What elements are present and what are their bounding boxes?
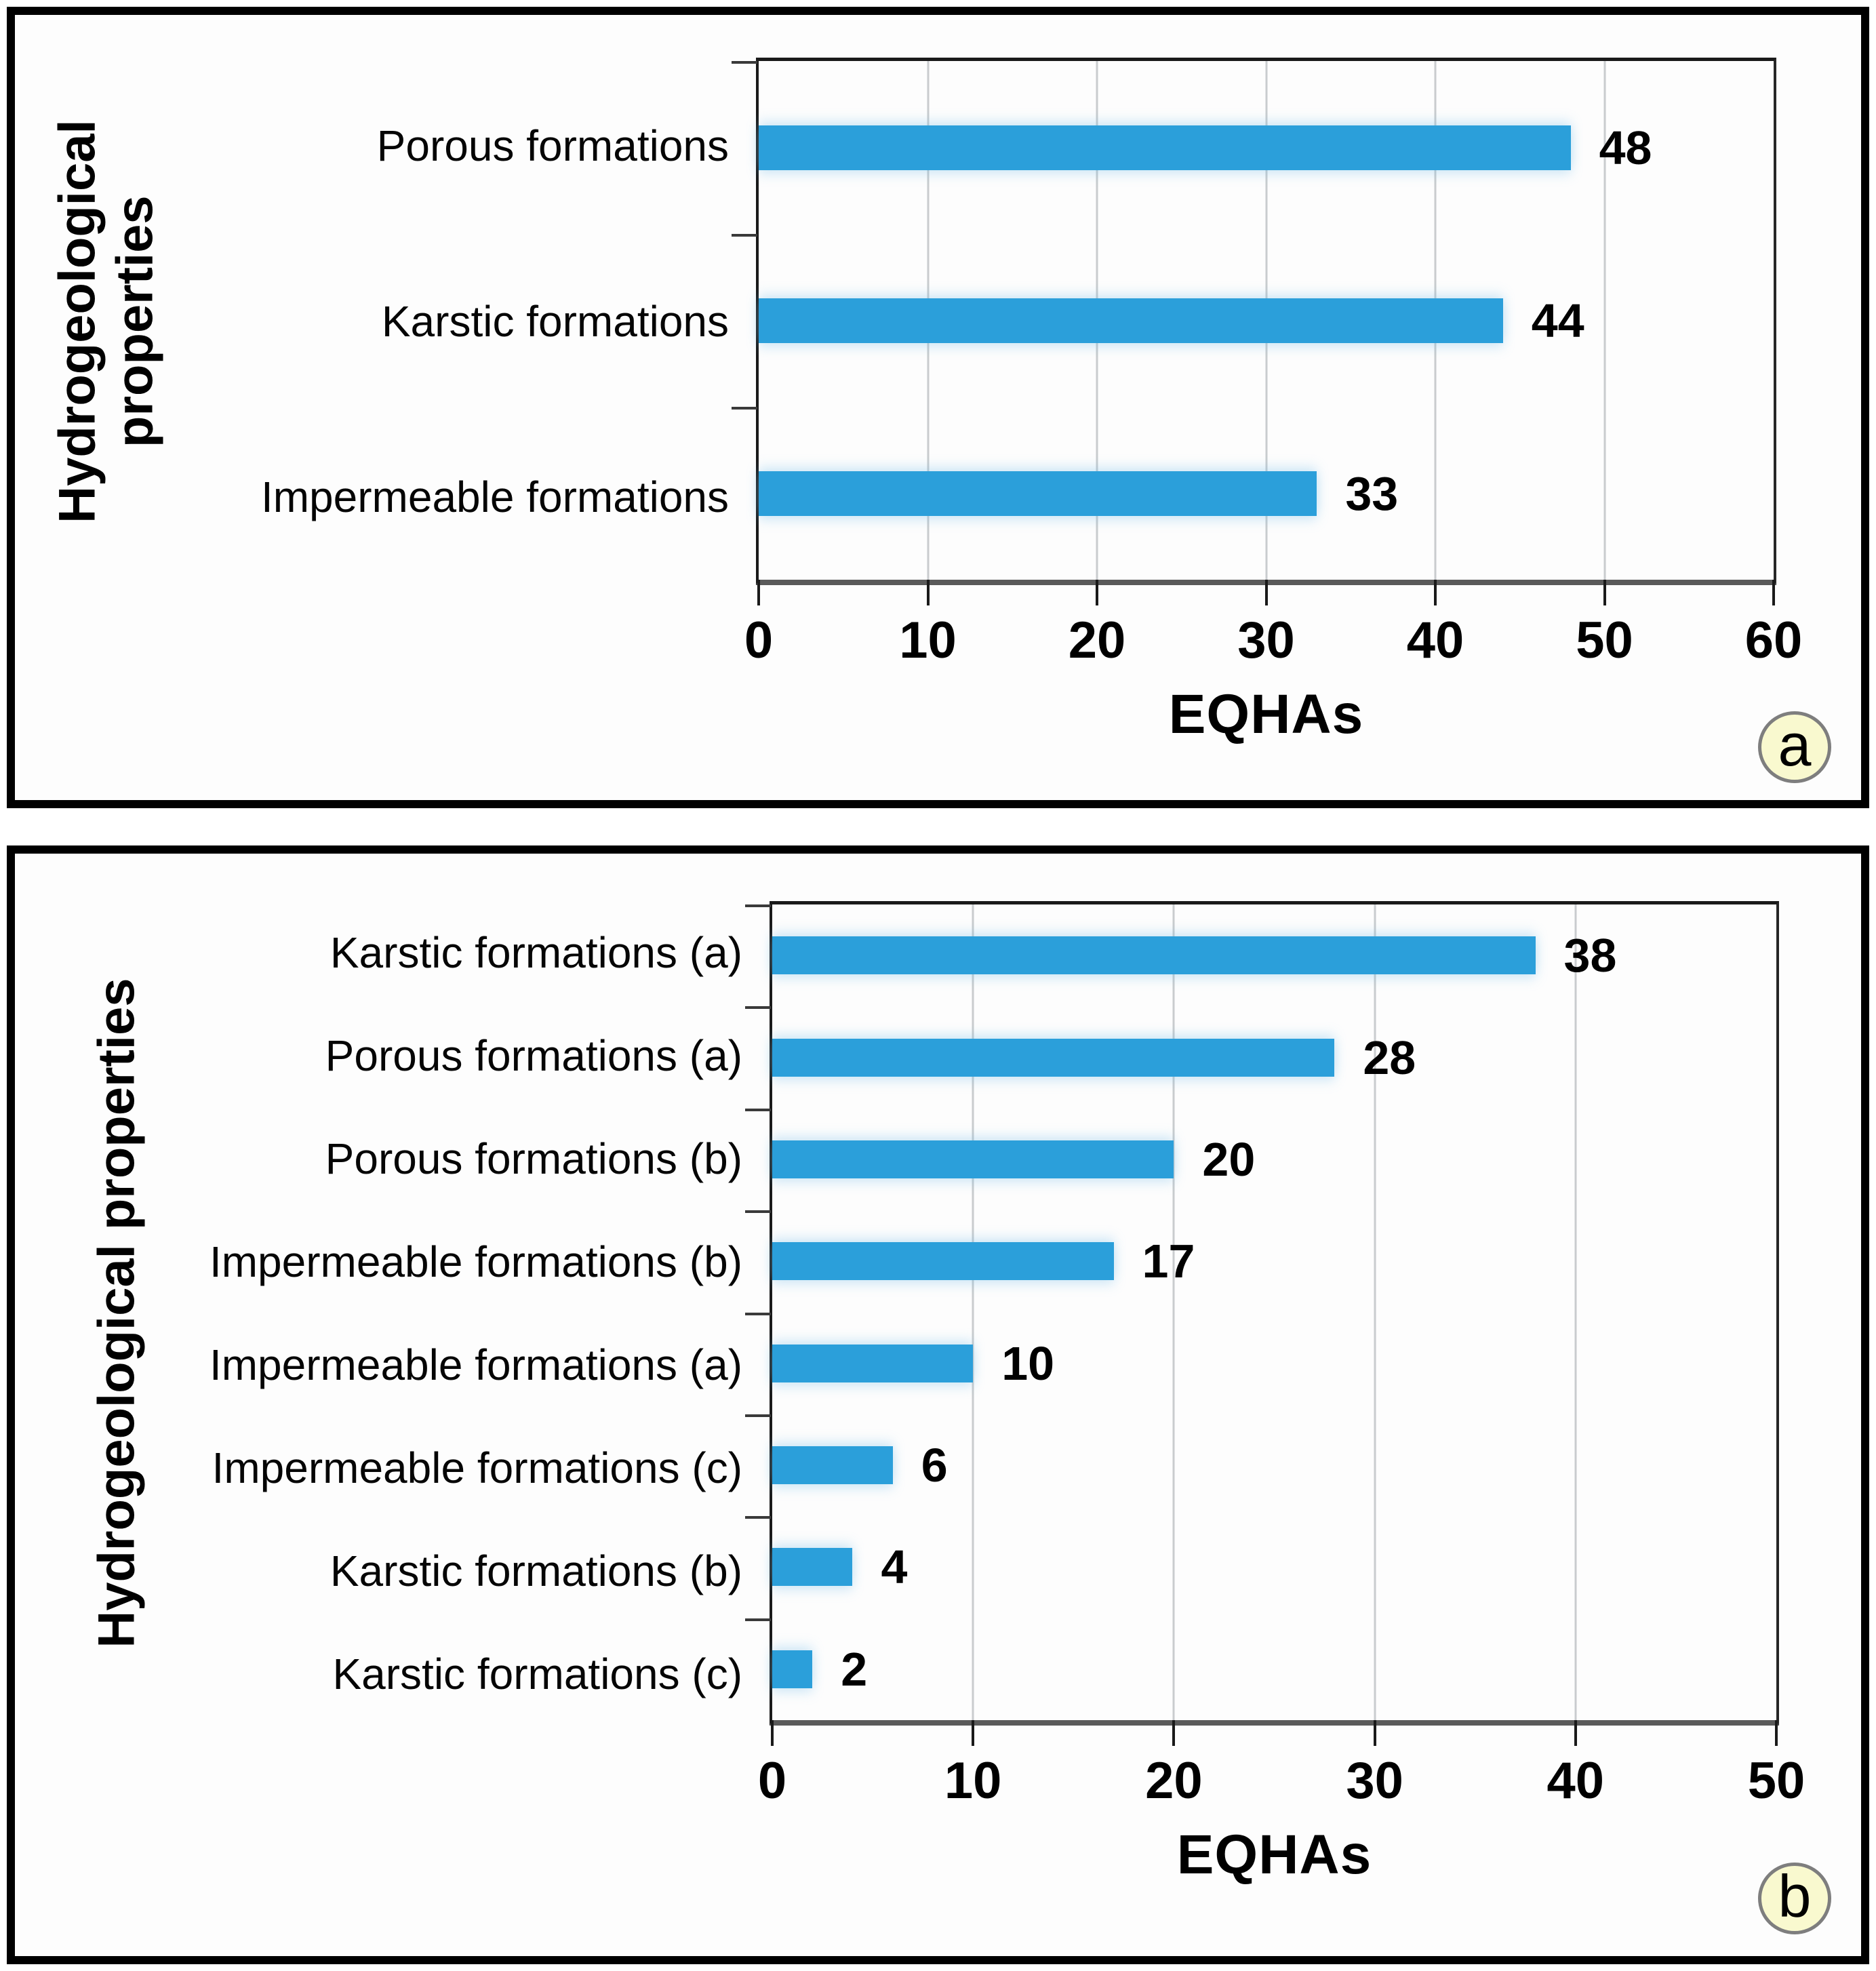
x-tick-mark xyxy=(972,1720,975,1746)
panel-letter-badge-b: b xyxy=(1758,1863,1831,1934)
y-boundary-tick xyxy=(745,1210,771,1214)
x-tick-mark xyxy=(926,580,930,605)
bar-value-label: 38 xyxy=(1563,929,1617,982)
x-tick-mark xyxy=(1096,580,1098,605)
bar xyxy=(772,1548,853,1587)
y-boundary-tick xyxy=(745,1312,771,1315)
category-label: Impermeable formations (c) xyxy=(212,1443,742,1492)
x-tick-label: 20 xyxy=(1068,612,1126,669)
category-label: Porous formations (b) xyxy=(325,1134,742,1183)
bar-value-label: 10 xyxy=(1001,1336,1055,1390)
bar-value-label: 48 xyxy=(1599,121,1652,174)
category-axis-a: Porous formations Karstic formations Imper… xyxy=(117,58,729,585)
category-label: Impermeable formations (a) xyxy=(209,1340,742,1389)
x-tick-mark xyxy=(1574,1720,1577,1746)
x-tick-label: 0 xyxy=(757,1752,787,1810)
bar xyxy=(772,1140,1174,1178)
x-tick-label: 10 xyxy=(944,1752,1002,1810)
bar-value-label: 44 xyxy=(1531,294,1584,347)
bar xyxy=(772,1650,813,1688)
bar-value-label: 28 xyxy=(1363,1031,1416,1084)
bar-value-label: 4 xyxy=(881,1540,908,1594)
y-boundary-tick xyxy=(745,1006,771,1010)
x-tick-label: 40 xyxy=(1406,612,1464,669)
gridline-x40 xyxy=(1574,904,1577,1720)
x-tick-label: 40 xyxy=(1546,1752,1605,1810)
panel-letter-b: b xyxy=(1778,1863,1812,1930)
x-tick-mark xyxy=(1772,580,1775,605)
bar-value-label: 6 xyxy=(921,1439,948,1492)
y-boundary-tick xyxy=(745,904,771,907)
panel-letter-a: a xyxy=(1778,711,1812,778)
x-tick-label: 10 xyxy=(899,612,957,669)
x-tick-label: 0 xyxy=(744,612,774,669)
x-tick-mark xyxy=(1172,1720,1176,1746)
gridline-x30 xyxy=(1374,904,1376,1720)
plot-area-a: EQHAs 0 10 20 30 40 50 60 48 44 33 xyxy=(732,58,1802,742)
x-tick-mark xyxy=(1603,580,1606,605)
x-tick-label: 50 xyxy=(1747,1752,1805,1810)
y-boundary-tick xyxy=(745,1414,771,1417)
bar xyxy=(772,1038,1335,1077)
x-tick-label: 50 xyxy=(1576,612,1633,669)
y-boundary-tick xyxy=(745,1108,771,1111)
bar-value-label: 20 xyxy=(1202,1132,1256,1186)
category-label: Karstic formations (c) xyxy=(332,1649,742,1698)
category-label: Porous formations (a) xyxy=(325,1031,742,1080)
x-tick-label: 20 xyxy=(1145,1752,1203,1810)
gridline-x50 xyxy=(1603,61,1605,580)
gridline-x10 xyxy=(972,904,974,1720)
y-axis-title-line: Hydrogeological xyxy=(48,119,106,523)
bar xyxy=(759,298,1503,343)
y-boundary-tick xyxy=(732,61,757,64)
panel-letter-badge-a: a xyxy=(1758,711,1831,783)
bar xyxy=(759,125,1571,170)
x-tick-label: 30 xyxy=(1237,612,1295,669)
bar xyxy=(772,1242,1114,1281)
x-axis-title-a: EQHAs xyxy=(1168,683,1364,745)
x-tick-mark xyxy=(771,1720,774,1746)
bar-value-label: 33 xyxy=(1345,466,1399,520)
y-boundary-tick xyxy=(732,234,757,237)
bar xyxy=(759,471,1317,516)
x-tick-mark xyxy=(1264,580,1268,605)
bar-value-label: 17 xyxy=(1142,1235,1195,1288)
bar xyxy=(772,936,1536,975)
y-boundary-tick xyxy=(745,1516,771,1519)
bar-value-label: 2 xyxy=(841,1642,868,1696)
gridline-x20 xyxy=(1172,904,1175,1720)
plot-area-b: EQHAs 0 10 20 30 40 50 38 28 20 17 10 6 4 2 xyxy=(745,901,1805,1883)
category-label: Impermeable formations (b) xyxy=(209,1237,742,1286)
x-tick-mark xyxy=(1373,1720,1376,1746)
x-tick-label: 30 xyxy=(1346,1752,1403,1810)
y-boundary-tick xyxy=(745,1618,771,1621)
bar xyxy=(772,1344,974,1382)
x-tick-mark xyxy=(1434,580,1437,605)
category-label: Karstic formations (a) xyxy=(330,928,742,977)
y-boundary-tick xyxy=(732,407,757,410)
bar xyxy=(772,1446,893,1485)
x-tick-label: 60 xyxy=(1744,612,1803,669)
x-axis-title-b: EQHAs xyxy=(1176,1824,1372,1886)
category-label: Karstic formations xyxy=(381,296,729,346)
x-tick-mark xyxy=(1775,1720,1778,1746)
panel-a: Hydrogeological properties Porous formati… xyxy=(7,7,1869,808)
x-tick-mark xyxy=(757,580,760,605)
category-axis-b: Karstic formations (a) Porous formations … xyxy=(117,901,742,1726)
category-label: Impermeable formations xyxy=(260,473,729,522)
panel-b: Hydrogeological properties Karstic forma… xyxy=(7,845,1869,1964)
category-label: Porous formations xyxy=(376,121,729,170)
category-label: Karstic formations (b) xyxy=(330,1546,742,1595)
